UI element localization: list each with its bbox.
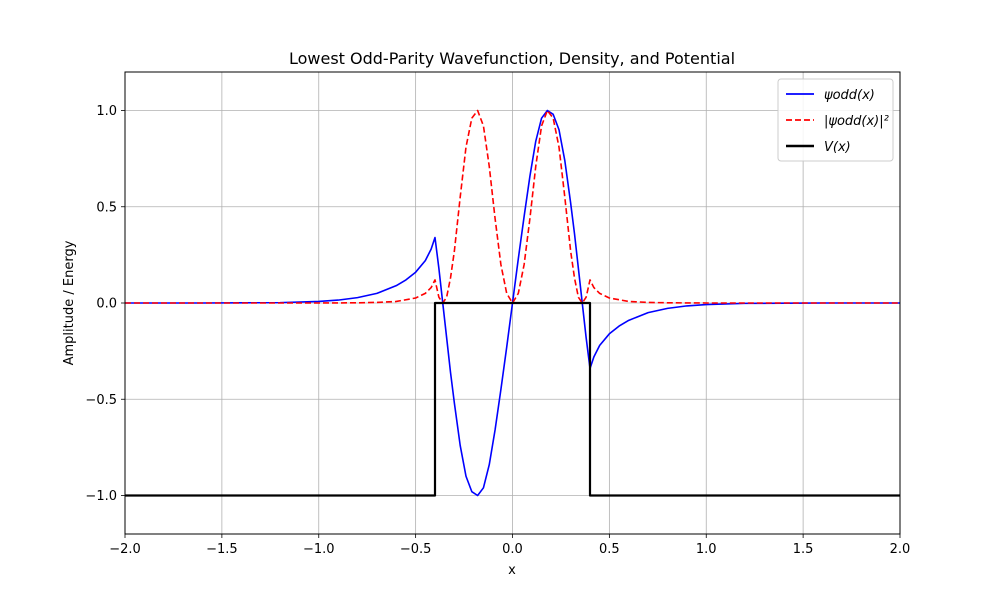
legend: ψodd(x) |ψodd(x)|² V(x)	[777, 78, 894, 162]
x-tick-label: −0.5	[400, 542, 432, 557]
x-tick-label: −1.5	[206, 542, 238, 557]
x-axis-label: x	[508, 563, 516, 578]
psi-density-line	[125, 109, 900, 304]
x-tick-label: −2.0	[109, 542, 141, 557]
chart-title: Lowest Odd-Parity Wavefunction, Density,…	[289, 49, 735, 68]
potential-line	[125, 301, 900, 497]
y-tick-label: −1.0	[85, 489, 117, 504]
x-tick-label: −1.0	[303, 542, 335, 557]
y-axis-label: Amplitude / Energy	[62, 240, 77, 365]
y-tick-label: 0.0	[96, 297, 117, 312]
x-tick-label: 2.0	[890, 542, 911, 557]
x-tick-label: 0.5	[599, 542, 620, 557]
y-tick-label: 1.0	[96, 104, 117, 119]
y-tick-label: 0.5	[96, 200, 117, 215]
legend-label-psi: ψodd(x)	[824, 88, 875, 103]
y-tick-label: −0.5	[85, 393, 117, 408]
x-tick-label: 1.0	[696, 542, 717, 557]
ticks: −2.0 −1.5 −1.0 −0.5 0.0 0.5 1.0 1.5 2.0 −1.0 −0.5 0…	[85, 104, 910, 557]
legend-box	[777, 78, 894, 162]
x-tick-label: 1.5	[793, 542, 814, 557]
legend-label-density: |ψodd(x)|²	[824, 114, 889, 129]
legend-label-potential: V(x)	[824, 140, 851, 155]
x-tick-label: 0.0	[502, 542, 523, 557]
series-lines	[125, 109, 900, 497]
